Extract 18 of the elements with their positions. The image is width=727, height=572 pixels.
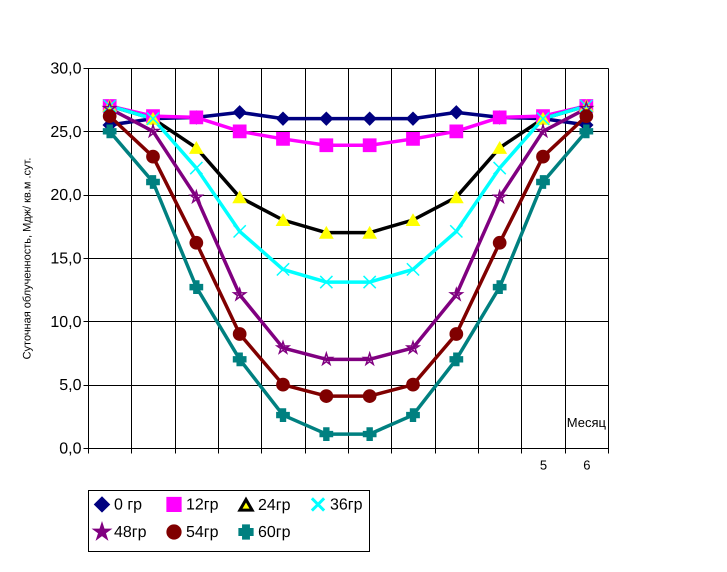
x-tick-label: 6 xyxy=(583,458,590,472)
legend-label: 36гр xyxy=(330,496,363,514)
legend-label: 60гр xyxy=(258,524,291,541)
y-tick-label: 10,0 xyxy=(50,314,82,331)
y-tick-label: 20,0 xyxy=(50,187,82,204)
x-tick-label: 5 xyxy=(540,458,548,472)
y-axis-title: Суточная облученность, Мдж/ кв.м .сут. xyxy=(21,158,34,360)
legend-label: 0 гр xyxy=(114,496,142,514)
y-tick-label: 15,0 xyxy=(50,250,82,268)
legend-label: 48гр xyxy=(114,524,147,541)
legend-label: 54гр xyxy=(186,524,219,541)
y-tick-label: 30,0 xyxy=(50,60,82,78)
y-tick-label: 5,0 xyxy=(59,377,82,394)
legend-label: 24гр xyxy=(258,496,291,514)
y-tick-label: 0,0 xyxy=(59,440,82,458)
y-tick-label: 25,0 xyxy=(50,124,82,141)
x-axis-title: Месяц xyxy=(566,415,606,430)
legend-label: 12гр xyxy=(186,496,219,514)
